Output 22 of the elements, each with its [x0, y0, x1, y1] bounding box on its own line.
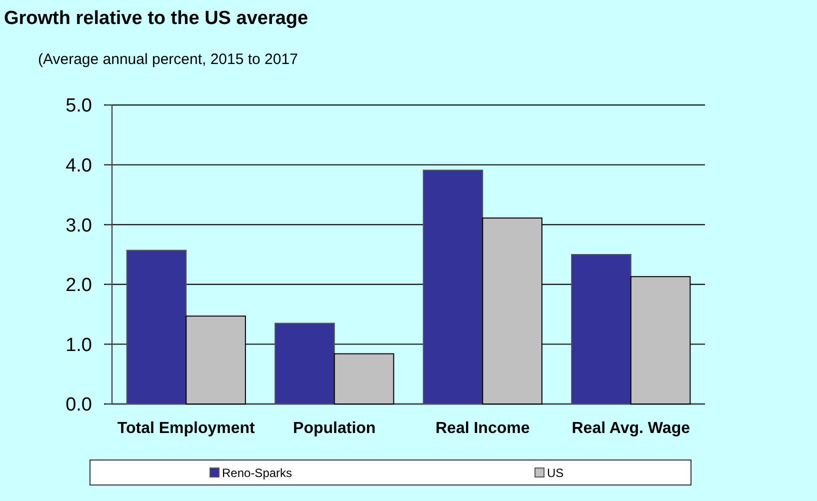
bar — [334, 353, 394, 404]
bar — [630, 276, 691, 404]
chart-subtitle: (Average annual percent, 2015 to 2017 — [38, 51, 298, 68]
bar — [126, 250, 187, 404]
y-tick-label: 1.0 — [66, 334, 92, 356]
chart-title: Growth relative to the US average — [4, 8, 308, 29]
legend-label: US — [547, 466, 564, 480]
legend-label: Reno-Sparks — [222, 466, 292, 480]
x-tick-label: Total Employment — [117, 420, 256, 437]
bar — [186, 316, 246, 404]
bar — [482, 218, 542, 404]
y-tick-label: 0.0 — [66, 394, 92, 416]
x-tick-label: Real Avg. Wage — [572, 420, 690, 437]
bar — [274, 322, 335, 404]
x-tick-label: Population — [293, 420, 376, 437]
y-tick-label: 3.0 — [66, 215, 92, 236]
bar — [422, 170, 484, 404]
y-tick-label: 2.0 — [66, 275, 92, 296]
y-tick-label: 4.0 — [66, 155, 92, 176]
bar — [571, 254, 632, 404]
y-tick-label: 5.0 — [66, 96, 92, 117]
x-tick-label: Real Income — [435, 420, 530, 437]
